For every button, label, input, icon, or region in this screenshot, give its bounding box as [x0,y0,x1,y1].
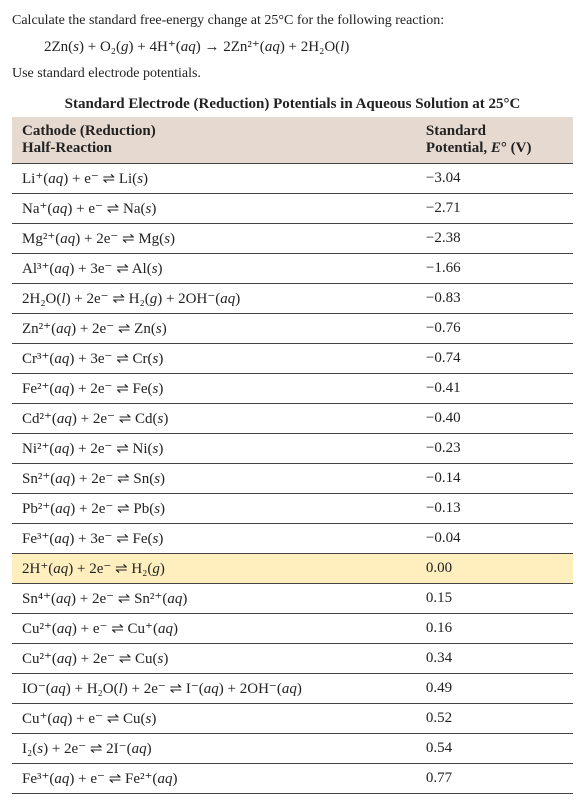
half-reaction-cell: Cu²⁺(aq) + 2e⁻ ⇌ Cu(s) [12,644,416,674]
table-row: Na⁺(aq) + e⁻ ⇌ Na(s)−2.71 [12,194,573,224]
potential-cell: −0.40 [416,404,573,434]
table-body: Li⁺(aq) + e⁻ ⇌ Li(s)−3.04Na⁺(aq) + e⁻ ⇌ … [12,164,573,794]
question-prompt: Calculate the standard free-energy chang… [12,10,573,31]
potential-cell: 0.15 [416,584,573,614]
table-row: Al³⁺(aq) + 3e⁻ ⇌ Al(s)−1.66 [12,254,573,284]
table-row: Fe³⁺(aq) + e⁻ ⇌ Fe²⁺(aq)0.77 [12,764,573,794]
half-reaction-cell: Fe³⁺(aq) + e⁻ ⇌ Fe²⁺(aq) [12,764,416,794]
half-reaction-cell: Ni²⁺(aq) + 2e⁻ ⇌ Ni(s) [12,434,416,464]
half-reaction-cell: I₂(s) + 2e⁻ ⇌ 2I⁻(aq) [12,734,416,764]
header-right-1: Standard [426,123,486,139]
table-row: Sn²⁺(aq) + 2e⁻ ⇌ Sn(s)−0.14 [12,464,573,494]
question-instruction: Use standard electrode potentials. [12,66,573,82]
half-reaction-cell: 2H⁺(aq) + 2e⁻ ⇌ H₂(g) [12,554,416,584]
potential-cell: 0.54 [416,734,573,764]
half-reaction-cell: Na⁺(aq) + e⁻ ⇌ Na(s) [12,194,416,224]
table-row: Fe³⁺(aq) + 3e⁻ ⇌ Fe(s)−0.04 [12,524,573,554]
table-row: Pb²⁺(aq) + 2e⁻ ⇌ Pb(s)−0.13 [12,494,573,524]
header-left-1: Cathode (Reduction) [22,123,156,139]
table-row: Fe²⁺(aq) + 2e⁻ ⇌ Fe(s)−0.41 [12,374,573,404]
table-row: 2H₂O(l) + 2e⁻ ⇌ H₂(g) + 2OH⁻(aq)−0.83 [12,284,573,314]
reaction-equation: 2Zn(s) + O₂(g) + 4H⁺(aq) → 2Zn²⁺(aq) + 2… [44,37,573,56]
potential-cell: −0.41 [416,374,573,404]
half-reaction-cell: Fe²⁺(aq) + 2e⁻ ⇌ Fe(s) [12,374,416,404]
table-row: 2H⁺(aq) + 2e⁻ ⇌ H₂(g)0.00 [12,554,573,584]
header-left-2: Half-Reaction [22,140,112,156]
potential-cell: −0.14 [416,464,573,494]
potential-cell: 0.77 [416,764,573,794]
table-header-row: Cathode (Reduction) Half-Reaction Standa… [12,117,573,164]
potentials-table: Cathode (Reduction) Half-Reaction Standa… [12,117,573,794]
potential-cell: −3.04 [416,164,573,194]
table-row: Li⁺(aq) + e⁻ ⇌ Li(s)−3.04 [12,164,573,194]
table-row: I₂(s) + 2e⁻ ⇌ 2I⁻(aq)0.54 [12,734,573,764]
potential-cell: −0.04 [416,524,573,554]
half-reaction-cell: Sn⁴⁺(aq) + 2e⁻ ⇌ Sn²⁺(aq) [12,584,416,614]
table-row: Sn⁴⁺(aq) + 2e⁻ ⇌ Sn²⁺(aq)0.15 [12,584,573,614]
table-title: Standard Electrode (Reduction) Potential… [12,92,573,117]
half-reaction-cell: Sn²⁺(aq) + 2e⁻ ⇌ Sn(s) [12,464,416,494]
potential-cell: −0.74 [416,344,573,374]
half-reaction-cell: Pb²⁺(aq) + 2e⁻ ⇌ Pb(s) [12,494,416,524]
half-reaction-cell: Mg²⁺(aq) + 2e⁻ ⇌ Mg(s) [12,224,416,254]
potential-cell: −0.13 [416,494,573,524]
half-reaction-cell: 2H₂O(l) + 2e⁻ ⇌ H₂(g) + 2OH⁻(aq) [12,284,416,314]
half-reaction-cell: Cd²⁺(aq) + 2e⁻ ⇌ Cd(s) [12,404,416,434]
table-row: Mg²⁺(aq) + 2e⁻ ⇌ Mg(s)−2.38 [12,224,573,254]
potential-cell: 0.16 [416,614,573,644]
potential-cell: −0.23 [416,434,573,464]
half-reaction-cell: Fe³⁺(aq) + 3e⁻ ⇌ Fe(s) [12,524,416,554]
half-reaction-cell: Al³⁺(aq) + 3e⁻ ⇌ Al(s) [12,254,416,284]
half-reaction-cell: Cu⁺(aq) + e⁻ ⇌ Cu(s) [12,704,416,734]
table-row: Zn²⁺(aq) + 2e⁻ ⇌ Zn(s)−0.76 [12,314,573,344]
half-reaction-cell: Cr³⁺(aq) + 3e⁻ ⇌ Cr(s) [12,344,416,374]
table-row: IO⁻(aq) + H₂O(l) + 2e⁻ ⇌ I⁻(aq) + 2OH⁻(a… [12,674,573,704]
header-right-2: Potential, E° (V) [426,140,532,156]
potential-cell: 0.00 [416,554,573,584]
potential-cell: −1.66 [416,254,573,284]
potential-cell: −0.83 [416,284,573,314]
potential-cell: 0.49 [416,674,573,704]
table-row: Cd²⁺(aq) + 2e⁻ ⇌ Cd(s)−0.40 [12,404,573,434]
table-row: Ni²⁺(aq) + 2e⁻ ⇌ Ni(s)−0.23 [12,434,573,464]
header-potential: Standard Potential, E° (V) [416,117,573,164]
potential-cell: 0.34 [416,644,573,674]
header-half-reaction: Cathode (Reduction) Half-Reaction [12,117,416,164]
half-reaction-cell: IO⁻(aq) + H₂O(l) + 2e⁻ ⇌ I⁻(aq) + 2OH⁻(a… [12,674,416,704]
potential-cell: −2.71 [416,194,573,224]
table-row: Cu²⁺(aq) + e⁻ ⇌ Cu⁺(aq)0.16 [12,614,573,644]
half-reaction-cell: Cu²⁺(aq) + e⁻ ⇌ Cu⁺(aq) [12,614,416,644]
table-row: Cu²⁺(aq) + 2e⁻ ⇌ Cu(s)0.34 [12,644,573,674]
half-reaction-cell: Zn²⁺(aq) + 2e⁻ ⇌ Zn(s) [12,314,416,344]
potential-cell: 0.52 [416,704,573,734]
table-row: Cu⁺(aq) + e⁻ ⇌ Cu(s)0.52 [12,704,573,734]
table-row: Cr³⁺(aq) + 3e⁻ ⇌ Cr(s)−0.74 [12,344,573,374]
half-reaction-cell: Li⁺(aq) + e⁻ ⇌ Li(s) [12,164,416,194]
potential-cell: −2.38 [416,224,573,254]
potential-cell: −0.76 [416,314,573,344]
